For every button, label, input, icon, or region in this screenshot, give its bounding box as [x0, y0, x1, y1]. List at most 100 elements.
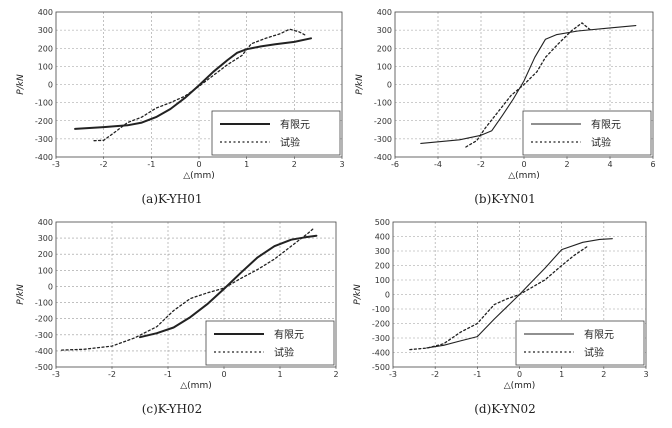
y-tick-label: -300 — [35, 331, 53, 340]
x-axis-label: △(mm) — [183, 171, 214, 181]
y-tick-label: 300 — [377, 26, 392, 35]
y-tick-label: 500 — [375, 218, 390, 227]
x-tick-label: -3 — [52, 370, 60, 379]
legend-label: 试验 — [584, 346, 604, 359]
x-tick-label: 4 — [607, 160, 612, 169]
chart-panel-1: -3 -2 -1 0 1 2 3 -400 -300 -200 -100 0 100 200 300 400 △… — [16, 8, 345, 206]
y-tick-label: 0 — [48, 282, 53, 291]
y-tick-label: 0 — [387, 81, 392, 90]
panel-caption: (c)K-YH02 — [142, 402, 203, 416]
legend-label: 有限元 — [274, 328, 304, 341]
legend-box — [515, 320, 645, 366]
y-tick-label: 300 — [38, 26, 53, 35]
plot-frame — [55, 221, 337, 368]
y-tick-label: 400 — [375, 233, 390, 242]
x-axis-label: △(mm) — [504, 381, 535, 391]
x-axis-label: △(mm) — [180, 381, 211, 391]
y-tick-label: -100 — [374, 99, 392, 108]
x-tick-label: 2 — [292, 160, 297, 169]
y-tick-label: -100 — [372, 305, 390, 314]
y-tick-label: 100 — [38, 62, 53, 71]
y-tick-label: -400 — [35, 347, 53, 356]
series-line-fem — [139, 234, 318, 339]
y-tick-label: -400 — [372, 349, 390, 358]
legend-label: 试验 — [274, 346, 294, 359]
y-tick-label: -200 — [374, 117, 392, 126]
y-tick-label: -200 — [35, 117, 53, 126]
y-tick-label: 100 — [375, 276, 390, 285]
y-axis-label: P/kN — [16, 74, 26, 95]
series-line-test — [465, 22, 592, 148]
x-tick-label: 3 — [643, 370, 648, 379]
panel-caption: (d)K-YN02 — [474, 402, 536, 416]
x-tick-label: -3 — [389, 370, 397, 379]
y-tick-label: -400 — [35, 153, 53, 162]
legend-label: 试验 — [280, 136, 300, 149]
y-tick-label: -100 — [35, 299, 53, 308]
y-tick-label: -100 — [35, 99, 53, 108]
y-tick-label: -200 — [372, 320, 390, 329]
x-tick-label: 2 — [601, 370, 606, 379]
y-tick-label: 200 — [375, 262, 390, 271]
y-tick-label: 100 — [38, 266, 53, 275]
y-tick-label: -300 — [372, 334, 390, 343]
x-tick-label: 0 — [221, 370, 226, 379]
y-tick-label: 400 — [38, 8, 53, 17]
x-tick-label: 2 — [333, 370, 338, 379]
y-axis-label: P/kN — [16, 284, 26, 305]
series-line-test — [409, 246, 588, 351]
x-tick-label: 1 — [244, 160, 249, 169]
y-tick-label: -400 — [374, 153, 392, 162]
legend-label: 试验 — [591, 136, 611, 149]
panel-caption: (a)K-YH01 — [141, 192, 202, 206]
legend-box — [522, 110, 652, 156]
x-tick-label: -2 — [100, 160, 108, 169]
x-tick-label: 0 — [196, 160, 201, 169]
y-tick-label: -300 — [35, 135, 53, 144]
y-tick-label: 100 — [377, 62, 392, 71]
legend-box — [205, 320, 335, 366]
series-line-fem — [74, 37, 312, 130]
x-tick-label: -2 — [108, 370, 116, 379]
panel-caption: (b)K-YN01 — [474, 192, 536, 206]
legend-label: 有限元 — [584, 328, 614, 341]
x-tick-label: 2 — [564, 160, 569, 169]
x-tick-label: -1 — [164, 370, 172, 379]
y-tick-label: 200 — [377, 44, 392, 53]
y-tick-label: 300 — [375, 247, 390, 256]
chart-panel-4: -3 -2 -1 0 1 2 3 -500 -400 -300 -200 -100 0 100 200 300… — [353, 218, 649, 416]
legend-label: 有限元 — [280, 118, 310, 131]
y-tick-label: 0 — [385, 291, 390, 300]
x-tick-label: -1 — [147, 160, 155, 169]
y-axis-label: P/kN — [353, 284, 363, 305]
y-tick-label: 400 — [38, 218, 53, 227]
x-tick-label: -6 — [391, 160, 399, 169]
chart-panel-2: -6 -4 -2 0 2 4 6 -400 -300 -200 -100 0 100 200 300 400 △… — [355, 8, 656, 206]
x-tick-label: 0 — [521, 160, 526, 169]
chart-panel-3: -3 -2 -1 0 1 2 -500 -400 -300 -200 -100 0 100 200 300 4… — [16, 218, 339, 416]
y-tick-label: 200 — [38, 44, 53, 53]
legend-label: 有限元 — [591, 118, 621, 131]
y-tick-label: 200 — [38, 250, 53, 259]
x-tick-label: -2 — [431, 370, 439, 379]
x-tick-label: -3 — [52, 160, 60, 169]
y-tick-label: 0 — [48, 81, 53, 90]
x-tick-label: -2 — [477, 160, 485, 169]
x-tick-label: 3 — [339, 160, 344, 169]
y-tick-label: 300 — [38, 234, 53, 243]
y-tick-label: -300 — [374, 135, 392, 144]
x-tick-label: -1 — [473, 370, 481, 379]
legend-box — [211, 110, 341, 156]
series-line-test — [60, 227, 315, 351]
y-tick-label: -200 — [35, 315, 53, 324]
x-tick-label: 1 — [559, 370, 564, 379]
series-line-test — [93, 28, 307, 142]
y-tick-label: -500 — [35, 363, 53, 372]
x-axis-label: △(mm) — [508, 171, 539, 181]
y-tick-label: -500 — [372, 363, 390, 372]
